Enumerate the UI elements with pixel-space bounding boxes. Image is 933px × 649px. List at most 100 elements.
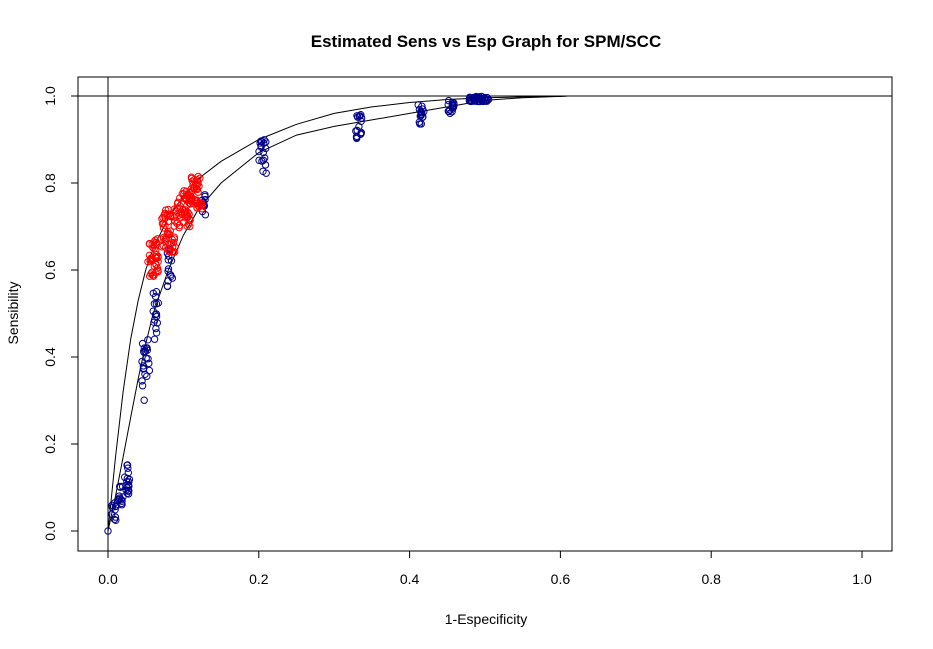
data-point: [148, 254, 156, 262]
data-point: [148, 268, 156, 276]
data-point: [259, 148, 267, 157]
data-point: [261, 154, 269, 162]
data-point: [153, 319, 162, 327]
data-point: [186, 216, 194, 224]
data-point: [152, 251, 161, 259]
y-tick-label: 0.4: [42, 347, 58, 367]
data-point: [164, 256, 173, 264]
data-point: [159, 242, 168, 250]
data-point: [187, 185, 196, 193]
data-point: [150, 318, 158, 326]
plot-frame: [77, 76, 893, 552]
data-point: [164, 277, 172, 285]
data-point: [476, 97, 484, 106]
data-point: [258, 138, 266, 146]
data-point: [142, 354, 150, 362]
data-point: [448, 108, 456, 116]
data-point: [414, 101, 422, 109]
data-point: [112, 516, 120, 524]
data-point: [417, 111, 425, 120]
data-point: [192, 184, 201, 193]
data-point: [183, 222, 191, 230]
data-point: [152, 329, 161, 337]
data-point: [140, 396, 148, 404]
data-point: [353, 134, 361, 143]
data-point: [184, 208, 192, 217]
y-tick-label: 0.8: [42, 173, 58, 193]
data-point: [144, 336, 152, 344]
data-point: [164, 205, 173, 214]
x-tick-label: 0.0: [98, 571, 118, 587]
data-point: [483, 93, 491, 102]
data-point: [158, 243, 166, 251]
data-point: [259, 167, 267, 176]
data-point: [173, 199, 182, 208]
data-point: [150, 335, 159, 343]
data-point: [149, 243, 157, 252]
data-point: [164, 228, 172, 236]
data-point: [187, 193, 196, 201]
x-axis: 0.0 0.2 0.4 0.6 0.8 1.0: [98, 550, 872, 587]
data-point: [164, 265, 173, 273]
fitted-curve-2: [107, 95, 568, 532]
data-point: [138, 382, 147, 390]
data-point: [138, 339, 147, 348]
data-point: [163, 282, 172, 291]
reference-lines: [78, 77, 892, 551]
data-point: [138, 377, 146, 385]
data-point: [118, 497, 126, 505]
data-point: [173, 219, 181, 228]
data-point: [157, 235, 165, 243]
x-tick-label: 1.0: [852, 571, 872, 587]
y-tick-label: 0.6: [42, 260, 58, 280]
data-point: [104, 527, 112, 535]
data-point: [171, 248, 179, 256]
data-point: [193, 204, 201, 212]
data-point: [123, 461, 132, 469]
data-point: [357, 114, 366, 122]
data-point: [474, 94, 483, 103]
data-point: [154, 299, 163, 307]
data-point: [355, 122, 363, 131]
data-point: [257, 142, 265, 150]
data-point: [154, 258, 162, 266]
data-point: [175, 223, 183, 232]
y-tick-label: 0.2: [42, 434, 58, 454]
y-axis: 0.0 0.2 0.4 0.6 0.8 1.0: [42, 86, 79, 541]
data-point: [196, 174, 204, 183]
data-point: [124, 481, 133, 489]
data-point: [149, 272, 158, 280]
x-tick-label: 0.2: [249, 571, 269, 587]
fitted-curve-1: [107, 95, 568, 532]
data-point: [180, 187, 188, 195]
data-point: [195, 182, 203, 191]
data-point: [162, 243, 170, 252]
y-axis-label: Sensibility: [5, 281, 21, 344]
data-point: [197, 199, 205, 207]
data-point: [356, 112, 364, 120]
data-point: [164, 217, 173, 226]
x-tick-label: 0.8: [701, 571, 721, 587]
data-point: [124, 464, 132, 472]
data-point: [260, 136, 268, 144]
x-tick-label: 0.4: [400, 571, 420, 587]
data-point: [149, 289, 158, 297]
data-point: [181, 206, 190, 214]
data-point: [171, 243, 179, 251]
data-point: [151, 310, 160, 319]
data-point: [163, 231, 172, 239]
data-point: [417, 120, 425, 128]
y-tick-label: 0.0: [42, 521, 58, 541]
data-point: [193, 201, 202, 209]
chart-title: Estimated Sens vs Esp Graph for SPM/SCC: [311, 32, 661, 51]
data-point: [352, 127, 360, 135]
x-tick-label: 0.6: [551, 571, 571, 587]
x-axis-label: 1-Especificity: [445, 611, 527, 627]
data-point: [417, 107, 425, 116]
data-point: [146, 272, 154, 280]
data-point: [184, 220, 193, 228]
data-point: [140, 364, 148, 372]
data-point: [142, 344, 151, 352]
data-point: [150, 300, 159, 308]
